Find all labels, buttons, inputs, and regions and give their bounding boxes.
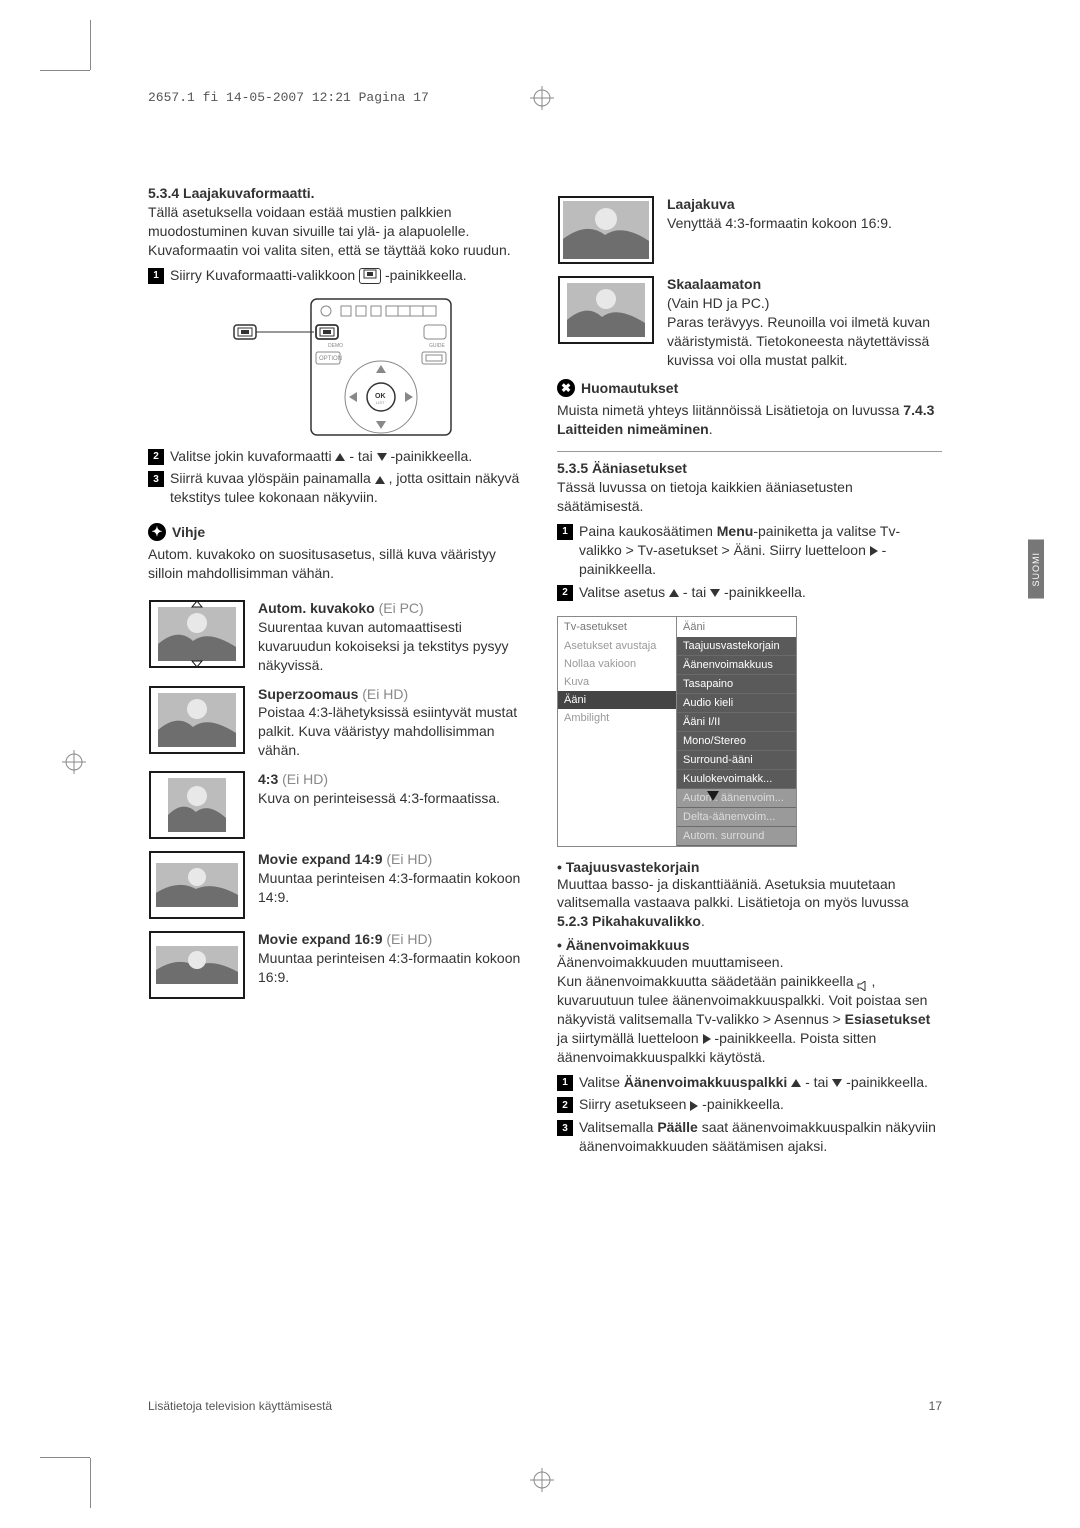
format-row: 4:3 (Ei HD)Kuva on perinteisessä 4:3-for… (148, 770, 533, 840)
notes-heading: ✖ Huomautukset (557, 379, 942, 397)
menu-item: Ambilight (558, 709, 676, 727)
menu-item: Tasapaino (677, 675, 796, 694)
page-footer: Lisätietoja television käyttämisestä 17 (148, 1399, 942, 1413)
format-row: Movie expand 16:9 (Ei HD)Muuntaa perinte… (148, 930, 533, 1000)
menu-header-right: Ääni (677, 617, 796, 637)
bullet-taajuus: Taajuusvastekorjain Muuttaa basso- ja di… (557, 859, 942, 932)
format-thumbnail (557, 195, 655, 265)
section-534-paragraph: Tällä asetuksella voidaan estää mustien … (148, 203, 533, 260)
up-arrow-icon (669, 589, 679, 597)
remote-control-diagram: DEMO GUIDE OPTION OK LIST (226, 297, 456, 437)
format-laajakuva: Laajakuva Venyttää 4:3-formaatin kokoon … (557, 195, 942, 265)
step-1: 1 Siirry Kuvaformaatti-valikkoon -painik… (148, 266, 533, 285)
menu-item: Nollaa vakioon (558, 655, 676, 673)
svg-text:OK: OK (375, 393, 386, 400)
format-row: Superzoomaus (Ei HD)Poistaa 4:3-lähetyks… (148, 685, 533, 761)
menu-item: Delta-äänenvoim... (677, 808, 796, 827)
format-thumbnail (148, 599, 246, 669)
audio-step-2: 2 Valitse asetus - tai -painikkeella. (557, 583, 942, 602)
vol-step-3: 3 Valitsemalla Päälle saat äänenvoimakku… (557, 1118, 942, 1156)
up-arrow-icon (791, 1079, 801, 1087)
step-number-icon: 2 (148, 449, 164, 465)
tip-heading: ✦ Vihje (148, 523, 533, 541)
up-arrow-icon (375, 476, 385, 484)
menu-item: Surround-ääni (677, 751, 796, 770)
menu-item: Autom. surround (677, 827, 796, 846)
step-3: 3 Siirrä kuvaa ylöspäin painamalla , jot… (148, 469, 533, 507)
footer-text: Lisätietoja television käyttämisestä (148, 1399, 332, 1413)
registration-mark-icon (530, 86, 554, 110)
svg-text:GUIDE: GUIDE (429, 343, 446, 349)
registration-mark-icon (530, 1468, 554, 1492)
format-thumbnail (148, 685, 246, 755)
notes-body: Muista nimetä yhteys liitännöissä Lisäti… (557, 401, 942, 439)
menu-left-column: Asetukset avustajaNollaa vakioonKuvaÄäni… (558, 637, 677, 846)
step-number-icon: 2 (557, 585, 573, 601)
right-arrow-icon (690, 1101, 698, 1111)
step-number-icon: 3 (557, 1120, 573, 1136)
bullet-aanenvoimakkuus: Äänenvoimakkuus Äänenvoimakkuuden muutta… (557, 937, 942, 1066)
svg-text:DEMO: DEMO (328, 343, 343, 349)
format-row: Movie expand 14:9 (Ei HD)Muuntaa perinte… (148, 850, 533, 920)
svg-text:OPTION: OPTION (319, 356, 342, 362)
format-skaalaamaton: Skaalaamaton (Vain HD ja PC.) Paras terä… (557, 275, 942, 369)
down-arrow-icon (710, 589, 720, 597)
page-number: 17 (929, 1399, 942, 1413)
step-2: 2 Valitse jokin kuvaformaatti - tai -pai… (148, 447, 533, 466)
menu-item: Audio kieli (677, 694, 796, 713)
section-535-paragraph: Tässä luvussa on tietoja kaikkien äänias… (557, 478, 942, 516)
menu-item: Asetukset avustaja (558, 637, 676, 655)
format-thumbnail (148, 930, 246, 1000)
right-arrow-icon (703, 1034, 711, 1044)
up-arrow-icon (335, 453, 345, 461)
step-number-icon: 1 (557, 1075, 573, 1091)
format-key-icon (359, 268, 381, 284)
audio-step-1: 1 Paina kaukosäätimen Menu-painiketta ja… (557, 522, 942, 579)
menu-item: Ääni (558, 691, 676, 709)
menu-item: Kuva (558, 673, 676, 691)
vol-step-1: 1 Valitse Äänenvoimakkuuspalkki - tai -p… (557, 1073, 942, 1092)
menu-item: Autom. äänenvoim... (677, 789, 796, 808)
menu-header-left: Tv-asetukset (558, 617, 677, 637)
menu-item: Taajuusvastekorjain (677, 637, 796, 656)
tip-text: Autom. kuvakoko on suositusasetus, sillä… (148, 545, 533, 583)
down-arrow-icon (377, 453, 387, 461)
divider (557, 451, 942, 452)
vol-step-2: 2 Siirry asetukseen -painikkeella. (557, 1095, 942, 1114)
menu-right-column: TaajuusvastekorjainÄänenvoimakkuusTasapa… (677, 637, 796, 846)
print-header: 2657.1 fi 14-05-2007 12:21 Pagina 17 (148, 90, 429, 105)
format-thumbnail (148, 770, 246, 840)
step-number-icon: 2 (557, 1097, 573, 1113)
menu-item: Ääni I/II (677, 713, 796, 732)
svg-text:LIST: LIST (376, 400, 385, 405)
step-number-icon: 1 (557, 524, 573, 540)
down-arrow-icon (832, 1079, 842, 1087)
tip-icon: ✦ (148, 523, 166, 541)
language-tab: SUOMI (1028, 540, 1044, 599)
page-content: 5.3.4 Laajakuvaformaatti. Tällä asetukse… (148, 185, 942, 1160)
section-534-title: 5.3.4 Laajakuvaformaatti. (148, 185, 533, 201)
registration-mark-icon (62, 750, 86, 774)
volume-icon (857, 977, 871, 987)
format-thumbnail (557, 275, 655, 345)
menu-item: Mono/Stereo (677, 732, 796, 751)
tv-settings-menu: Tv-asetukset Ääni Asetukset avustajaNoll… (557, 616, 797, 847)
step-number-icon: 3 (148, 471, 164, 487)
format-row: Autom. kuvakoko (Ei PC)Suurentaa kuvan a… (148, 599, 533, 675)
format-thumbnail (148, 850, 246, 920)
menu-item: Äänenvoimakkuus (677, 656, 796, 675)
section-535-title: 5.3.5 Ääniasetukset (557, 460, 942, 476)
right-arrow-icon (870, 546, 878, 556)
step-number-icon: 1 (148, 268, 164, 284)
note-icon: ✖ (557, 379, 575, 397)
menu-item: Kuulokevoimakk... (677, 770, 796, 789)
